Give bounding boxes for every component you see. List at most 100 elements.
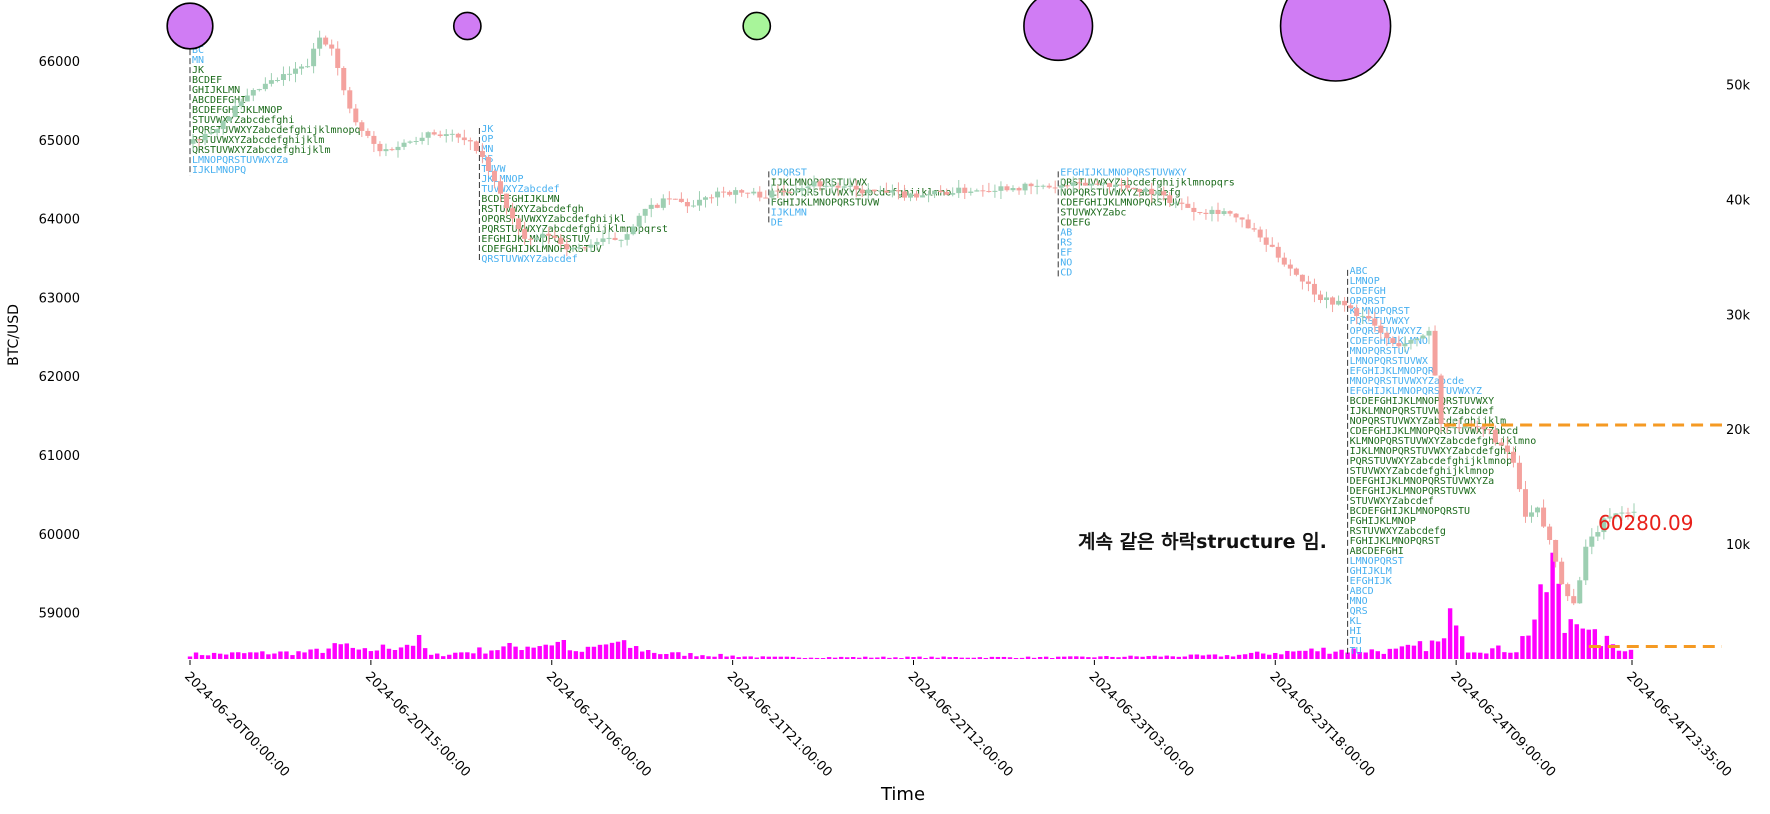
candle-body	[1209, 209, 1215, 214]
candle-body	[1281, 257, 1287, 265]
candle-body	[395, 146, 401, 151]
volume-bar	[398, 647, 404, 659]
volume-bar	[1447, 608, 1453, 659]
price-candles	[190, 30, 1637, 606]
volume-bar	[706, 656, 711, 659]
tpo-row: EFGHIJKLMNOPQRSTUVWXYZ	[1350, 386, 1482, 397]
candle-body	[1125, 184, 1131, 188]
candle-body	[323, 37, 329, 45]
volume-bar	[1315, 651, 1320, 659]
volume-bar	[320, 652, 325, 659]
volume-bar	[989, 656, 995, 659]
volume-bar	[1236, 654, 1242, 659]
candle-body	[305, 66, 311, 68]
candle-body	[1239, 217, 1245, 220]
tpo-row: QRS	[1350, 606, 1368, 617]
volume-bar	[1610, 644, 1616, 659]
candle-body	[1607, 516, 1613, 519]
tpo-row: STUVWXYZabcdefghijklmnop	[1350, 466, 1495, 477]
candle-body	[974, 190, 980, 192]
candle-body	[1504, 445, 1510, 452]
candle-body	[1589, 536, 1595, 547]
candle-body	[799, 188, 805, 191]
tpo-row: GHIJKLMN	[192, 85, 240, 96]
volume-bar	[260, 651, 265, 659]
volume-bar	[603, 644, 609, 659]
x-tick-label: 2024-06-21T06:00:00	[543, 669, 654, 780]
candle-body	[1547, 526, 1553, 540]
x-tick-label: 2024-06-23T03:00:00	[1086, 669, 1197, 780]
candle-body	[1064, 185, 1070, 187]
candle-body	[1070, 182, 1076, 186]
tpo-row: HI	[1350, 626, 1362, 637]
volume-bar	[917, 656, 922, 659]
candle-body	[901, 191, 907, 198]
volume-bar	[633, 646, 639, 659]
candle-body	[1161, 191, 1167, 196]
tpo-row: LMNOP	[1350, 276, 1380, 287]
candle-body	[769, 190, 775, 198]
volume-bar	[736, 657, 741, 659]
volume-bar	[1441, 638, 1447, 659]
candle-body	[1215, 209, 1221, 215]
volume-bar	[1357, 652, 1362, 659]
volume-bar	[832, 657, 838, 659]
candle-body	[1263, 237, 1269, 245]
candle-body	[214, 129, 220, 133]
x-tick-label: 2024-06-24T09:00:00	[1447, 669, 1558, 780]
candle-body	[1076, 182, 1082, 184]
candle-body	[727, 191, 733, 195]
tpo-row: CDEFG	[1060, 217, 1090, 228]
candle-body	[907, 193, 913, 198]
volume-bar	[266, 654, 271, 659]
candle-body	[1191, 207, 1197, 213]
tpo-row: BCDEFGHIJKLMNOPQRSTUVWXY	[1350, 396, 1495, 407]
candle-body	[757, 191, 763, 198]
volume-bar	[748, 656, 753, 659]
candle-body	[491, 170, 497, 182]
volume-bar	[1333, 651, 1338, 659]
volume-bar	[929, 656, 934, 659]
tpo-row: MN	[192, 55, 204, 66]
volume-bar	[1490, 648, 1495, 659]
candle-body	[443, 134, 449, 136]
tpo-row: OPQRST	[771, 167, 807, 178]
tpo-row: ABCDEFGHI	[192, 95, 246, 106]
volume-bar	[742, 656, 747, 659]
volume-bar	[1194, 654, 1200, 659]
volume-bar	[814, 657, 820, 659]
candle-body	[1492, 429, 1498, 443]
tpo-row: TU	[1350, 646, 1362, 657]
candle-body	[992, 190, 998, 192]
volume-bar	[778, 656, 784, 659]
candle-body	[576, 247, 582, 249]
candle-body	[1535, 507, 1541, 513]
volume-bar	[1405, 644, 1411, 659]
candle-body	[256, 89, 262, 91]
tpo-row: PQRSTUVWXYZabcdefghijklmnop	[1350, 456, 1513, 467]
volume-bar	[863, 656, 868, 659]
tpo-row: BCDEFGHIJKLMN	[481, 194, 559, 205]
volume-bar	[1013, 658, 1019, 659]
volume-bar	[549, 645, 554, 659]
candle-body	[449, 133, 455, 135]
candle-body	[1450, 427, 1456, 429]
volume-bar	[826, 657, 832, 659]
candle-body	[534, 237, 540, 240]
candle-body	[280, 74, 286, 81]
candle-body	[546, 233, 552, 236]
candle-body	[383, 149, 389, 152]
volume-bar	[844, 657, 850, 659]
candle-body	[540, 233, 546, 238]
volume-bar	[724, 656, 729, 659]
volume-bar	[435, 653, 440, 659]
tpo-row: IJKLMNOPQRSTUVWXYZabcdef	[1350, 406, 1495, 417]
candle-body	[1619, 512, 1625, 514]
candle-body	[1227, 211, 1233, 214]
tpo-row: STUVWXYZabcdef	[1350, 496, 1434, 507]
candle-body	[962, 187, 968, 193]
volume-bar	[1538, 584, 1543, 659]
volume-bar	[808, 657, 814, 659]
tpo-row: JKLMNOP	[481, 174, 523, 185]
volume-bar	[1056, 656, 1061, 659]
